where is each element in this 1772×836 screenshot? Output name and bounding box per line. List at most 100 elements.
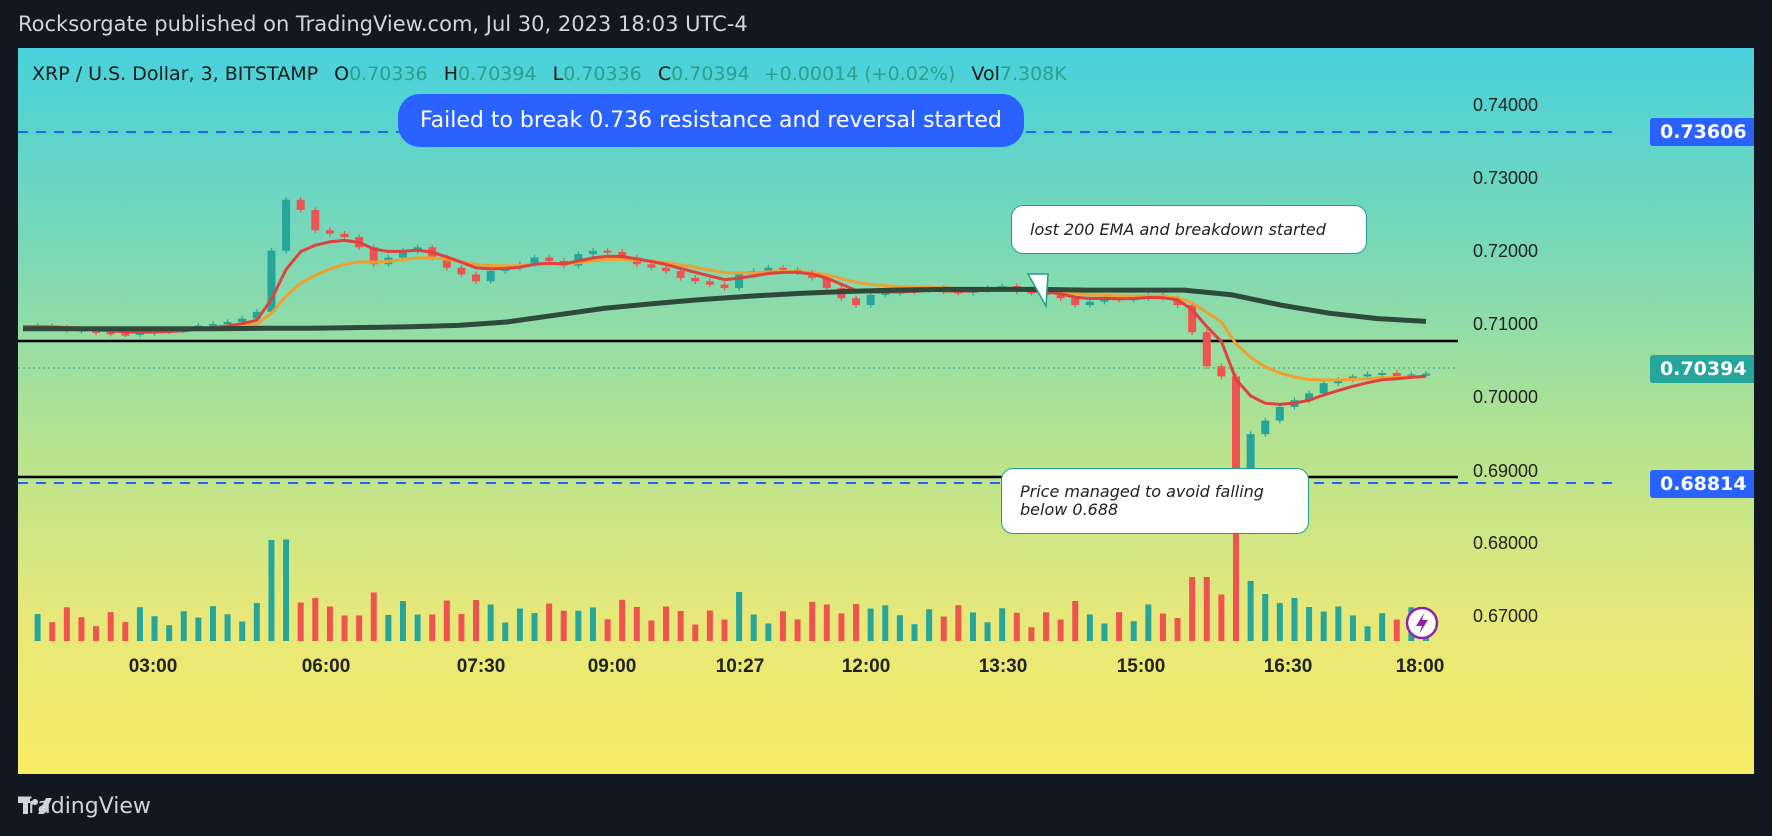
volume-bar bbox=[1335, 606, 1342, 641]
candle-body bbox=[530, 257, 539, 265]
candle-body bbox=[121, 333, 130, 336]
volume-bar bbox=[166, 625, 173, 641]
candle-body bbox=[1261, 420, 1270, 435]
volume-bar bbox=[239, 621, 246, 641]
close-value: 0.70394 bbox=[671, 63, 750, 85]
candle-body bbox=[1232, 376, 1241, 469]
candle-body bbox=[296, 199, 305, 210]
open-value: 0.70336 bbox=[349, 63, 428, 85]
candle-body bbox=[735, 274, 744, 289]
volume-bar bbox=[326, 606, 333, 641]
volume-bar bbox=[604, 619, 611, 641]
x-tick-label: 06:00 bbox=[302, 656, 351, 677]
candle-body bbox=[1275, 406, 1284, 421]
volume-bar bbox=[516, 608, 523, 641]
volume-bar bbox=[984, 622, 991, 641]
candle-body bbox=[545, 257, 554, 261]
volume-bar bbox=[414, 614, 421, 641]
candle-body bbox=[311, 209, 320, 231]
candle-body bbox=[1085, 301, 1094, 306]
candle-body bbox=[691, 277, 700, 282]
y-tick-label: 0.71000 bbox=[1473, 314, 1538, 334]
x-tick-label: 09:00 bbox=[588, 656, 637, 677]
candle-body bbox=[1392, 373, 1401, 377]
candle-body bbox=[208, 324, 217, 327]
volume-bar bbox=[209, 606, 216, 641]
volume-bar bbox=[648, 620, 655, 641]
candle-body bbox=[252, 311, 261, 319]
candle-body bbox=[647, 264, 656, 268]
y-tick-label: 0.72000 bbox=[1473, 241, 1538, 261]
resistance-annotation[interactable]: Failed to break 0.736 resistance and rev… bbox=[398, 94, 1024, 147]
candle-body bbox=[1363, 374, 1372, 377]
candle-body bbox=[1071, 298, 1080, 306]
candle-body bbox=[472, 274, 481, 282]
lightning-bolt-icon bbox=[1416, 613, 1428, 634]
x-tick-label: 18:00 bbox=[1396, 656, 1445, 677]
volume-bar bbox=[853, 604, 860, 641]
x-tick-label: 12:00 bbox=[842, 656, 891, 677]
candle-body bbox=[398, 250, 407, 258]
current-price-tag: 0.70394 bbox=[1650, 355, 1754, 383]
volume-bar bbox=[78, 617, 85, 641]
volume-bar bbox=[838, 613, 845, 641]
x-tick-label: 13:30 bbox=[979, 656, 1028, 677]
x-tick-label: 10:27 bbox=[716, 656, 765, 677]
x-tick-label: 07:30 bbox=[457, 656, 506, 677]
candle-body bbox=[267, 250, 276, 312]
volume-bar bbox=[356, 615, 363, 641]
volume-bar bbox=[1043, 612, 1050, 641]
volume-bar bbox=[399, 601, 406, 641]
candle-body bbox=[369, 247, 378, 265]
volume-bar bbox=[1379, 613, 1386, 641]
ema-annotation-pointer bbox=[1026, 273, 1049, 309]
resistance-price-tag: 0.73606 bbox=[1650, 118, 1754, 146]
volume-bar bbox=[297, 602, 304, 641]
candle-body bbox=[325, 230, 334, 234]
volume-bar bbox=[940, 616, 947, 641]
volume-bar bbox=[1393, 619, 1400, 641]
tradingview-logo-icon bbox=[18, 798, 52, 814]
candle-body bbox=[1202, 332, 1211, 367]
volume-bar bbox=[1116, 612, 1123, 641]
tradingview-brand[interactable]: TradingView bbox=[18, 794, 151, 819]
y-tick-label: 0.69000 bbox=[1473, 461, 1538, 481]
x-tick-label: 03:00 bbox=[129, 656, 178, 677]
volume-value: 7.308K bbox=[999, 63, 1067, 85]
support-annotation[interactable]: Price managed to avoid falling below 0.6… bbox=[1001, 468, 1309, 534]
volume-bar bbox=[49, 622, 56, 641]
candle-body bbox=[1188, 305, 1197, 333]
volume-bar bbox=[1247, 581, 1254, 641]
candle-body bbox=[238, 318, 247, 323]
candle-body bbox=[676, 271, 685, 278]
volume-bar bbox=[63, 607, 70, 641]
volume-bar bbox=[93, 626, 100, 641]
candle-body bbox=[1407, 374, 1416, 377]
x-tick-label: 15:00 bbox=[1117, 656, 1166, 677]
volume-bar bbox=[1233, 501, 1240, 641]
candle-body bbox=[778, 267, 787, 270]
volume-bar bbox=[692, 624, 699, 641]
support-price-tag: 0.68814 bbox=[1650, 470, 1754, 498]
volume-bar bbox=[151, 616, 158, 641]
chart-svg[interactable]: 0.74000 0.73000 0.72000 0.71000 0.70000 0.690… bbox=[18, 48, 1754, 774]
volume-bar bbox=[867, 608, 874, 641]
volume-bar bbox=[253, 603, 260, 641]
candle-body bbox=[1027, 291, 1036, 294]
ema-annotation[interactable]: lost 200 EMA and breakdown started bbox=[1011, 205, 1367, 254]
candle-body bbox=[135, 332, 144, 335]
volume-bar bbox=[195, 617, 202, 641]
volume-bar bbox=[502, 622, 509, 641]
volume-bar bbox=[443, 600, 450, 641]
candle-body bbox=[1056, 294, 1065, 299]
volume-bar bbox=[531, 613, 538, 641]
candle-body bbox=[1305, 393, 1314, 401]
volume-bar bbox=[473, 600, 480, 641]
volume-bar bbox=[882, 605, 889, 641]
high-label: H bbox=[443, 63, 458, 85]
candle-body bbox=[1378, 373, 1387, 375]
candle-body bbox=[1319, 383, 1328, 394]
candle-body bbox=[486, 271, 495, 282]
price-axis bbox=[1458, 48, 1754, 774]
chart-frame[interactable]: 0.74000 0.73000 0.72000 0.71000 0.70000 0.690… bbox=[18, 48, 1754, 774]
